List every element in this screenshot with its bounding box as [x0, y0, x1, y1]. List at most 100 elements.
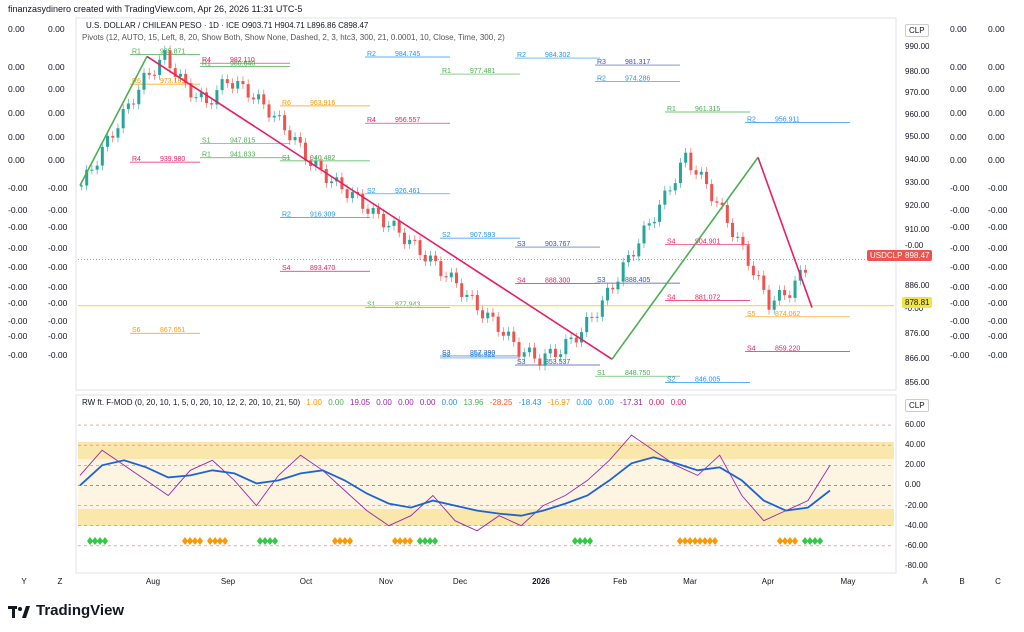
trend-line-up-2 [611, 156, 759, 360]
candle-body [491, 312, 495, 317]
candle-body [710, 184, 714, 202]
left-value-2: 0.00 [48, 155, 65, 165]
time-axis[interactable]: Aug Sep Oct Nov Dec 2026 Feb Mar Apr May Y Z A B C [0, 577, 1024, 589]
currency-label: CLP [905, 24, 929, 37]
signal-diamond [402, 537, 408, 545]
pivot-value: 940.482 [310, 155, 335, 162]
right-value-2: 0.00 [988, 62, 1005, 72]
candle-body [298, 137, 302, 143]
signal-diamond [272, 537, 278, 545]
candle-body [580, 332, 583, 343]
last-price-badge: 898.47 [902, 250, 933, 261]
candle-body [767, 289, 771, 310]
candle-body [434, 255, 438, 262]
right-value: -0.00 [950, 331, 970, 341]
candle-body [746, 245, 750, 266]
signal-diamond [587, 537, 593, 545]
candle-body [428, 255, 432, 262]
signal-diamond [417, 537, 423, 545]
right-value-2: -0.00 [988, 331, 1008, 341]
candle-body [788, 295, 792, 298]
candle-body [408, 239, 412, 245]
candle-body [314, 160, 318, 167]
candle-body [705, 171, 708, 185]
right-value: -0.00 [950, 298, 970, 308]
pivot-tag: S3 [442, 350, 451, 357]
candle-body [772, 300, 776, 310]
signal-diamond [777, 537, 783, 545]
candle-body [606, 287, 610, 301]
symbol-badge: USDCLP [867, 250, 906, 261]
signal-diamond [687, 537, 693, 545]
pivot-tag: R3 [597, 59, 606, 66]
candle-body [418, 240, 422, 255]
candle-body [501, 331, 505, 336]
left-value-2: 0.00 [48, 108, 65, 118]
candle-body [345, 189, 349, 199]
candle-body [257, 94, 261, 100]
left-value-2: -0.00 [48, 243, 68, 253]
left-value: -0.00 [8, 222, 28, 232]
signal-diamond [217, 537, 223, 545]
candle-body [210, 103, 214, 105]
pivot-value: 947.815 [230, 138, 255, 145]
candle-body [475, 294, 479, 311]
signal-diamond [197, 537, 203, 545]
right-value: -0.00 [950, 222, 970, 232]
left-value: 0.00 [8, 24, 25, 34]
pivot-tag: R2 [367, 51, 376, 58]
price-tick: 856.00 [905, 378, 930, 387]
left-value: 0.00 [8, 84, 25, 94]
right-value-2: -0.00 [988, 298, 1008, 308]
signal-diamond [182, 537, 188, 545]
candle-body [678, 162, 682, 184]
pivot-tag: S6 [132, 327, 141, 334]
pivot-value: 941.833 [230, 152, 255, 159]
signal-diamond [692, 537, 698, 545]
right-value: -0.00 [950, 183, 970, 193]
left-value: -0.00 [8, 298, 28, 308]
candle-body [303, 142, 307, 161]
pivot-value: 984.745 [395, 51, 420, 58]
left-value: 0.00 [8, 155, 25, 165]
candle-body [194, 97, 198, 99]
candle-body [600, 300, 604, 317]
left-value: -0.00 [8, 350, 28, 360]
price-tick: 910.00 [905, 225, 930, 234]
pivot-value: 980.640 [230, 61, 255, 68]
left-value-2: -0.00 [48, 183, 68, 193]
candle-body [611, 287, 615, 290]
candle-body [538, 358, 542, 366]
candle-body [173, 68, 177, 77]
signal-diamond [712, 537, 718, 545]
candle-body [350, 191, 354, 199]
indicator-value: -28.25 [487, 398, 513, 407]
axis-letter: B [959, 577, 965, 586]
candle-body [246, 84, 250, 98]
right-value-2: 0.00 [988, 108, 1005, 118]
pivot-value: 916.309 [310, 212, 335, 219]
pivot-tag: S4 [747, 346, 756, 353]
candle-body [262, 94, 266, 105]
candle-body [293, 137, 297, 141]
candle-body [361, 193, 365, 209]
candle-body [330, 181, 333, 184]
indicator-line [79, 456, 831, 517]
left-value: 0.00 [8, 108, 25, 118]
candle-body [783, 289, 787, 296]
pivot-value: 881.072 [695, 294, 720, 301]
right-value: -0.00 [950, 350, 970, 360]
axis-letter: Y [21, 577, 27, 586]
candle-body [720, 202, 724, 205]
candle-body [777, 289, 781, 301]
price-tick: 940.00 [905, 155, 930, 164]
left-value-2: 0.00 [48, 84, 65, 94]
right-value: 0.00 [950, 155, 967, 165]
axis-letter: C [995, 577, 1001, 586]
candle-body [517, 342, 521, 357]
time-tick: Apr [761, 577, 775, 586]
indicator-tick: -20.00 [905, 500, 928, 510]
candle-body [455, 272, 458, 284]
pivots-subtitle: Pivots (12, AUTO, 15, Left, 8, 20, Show … [82, 33, 505, 42]
